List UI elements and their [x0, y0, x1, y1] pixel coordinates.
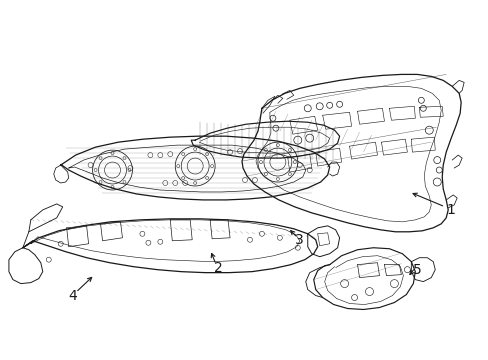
Text: 4: 4: [68, 289, 77, 302]
Text: 3: 3: [295, 233, 304, 247]
Text: 2: 2: [213, 261, 222, 275]
Text: 1: 1: [446, 203, 455, 217]
Text: 5: 5: [412, 263, 421, 276]
